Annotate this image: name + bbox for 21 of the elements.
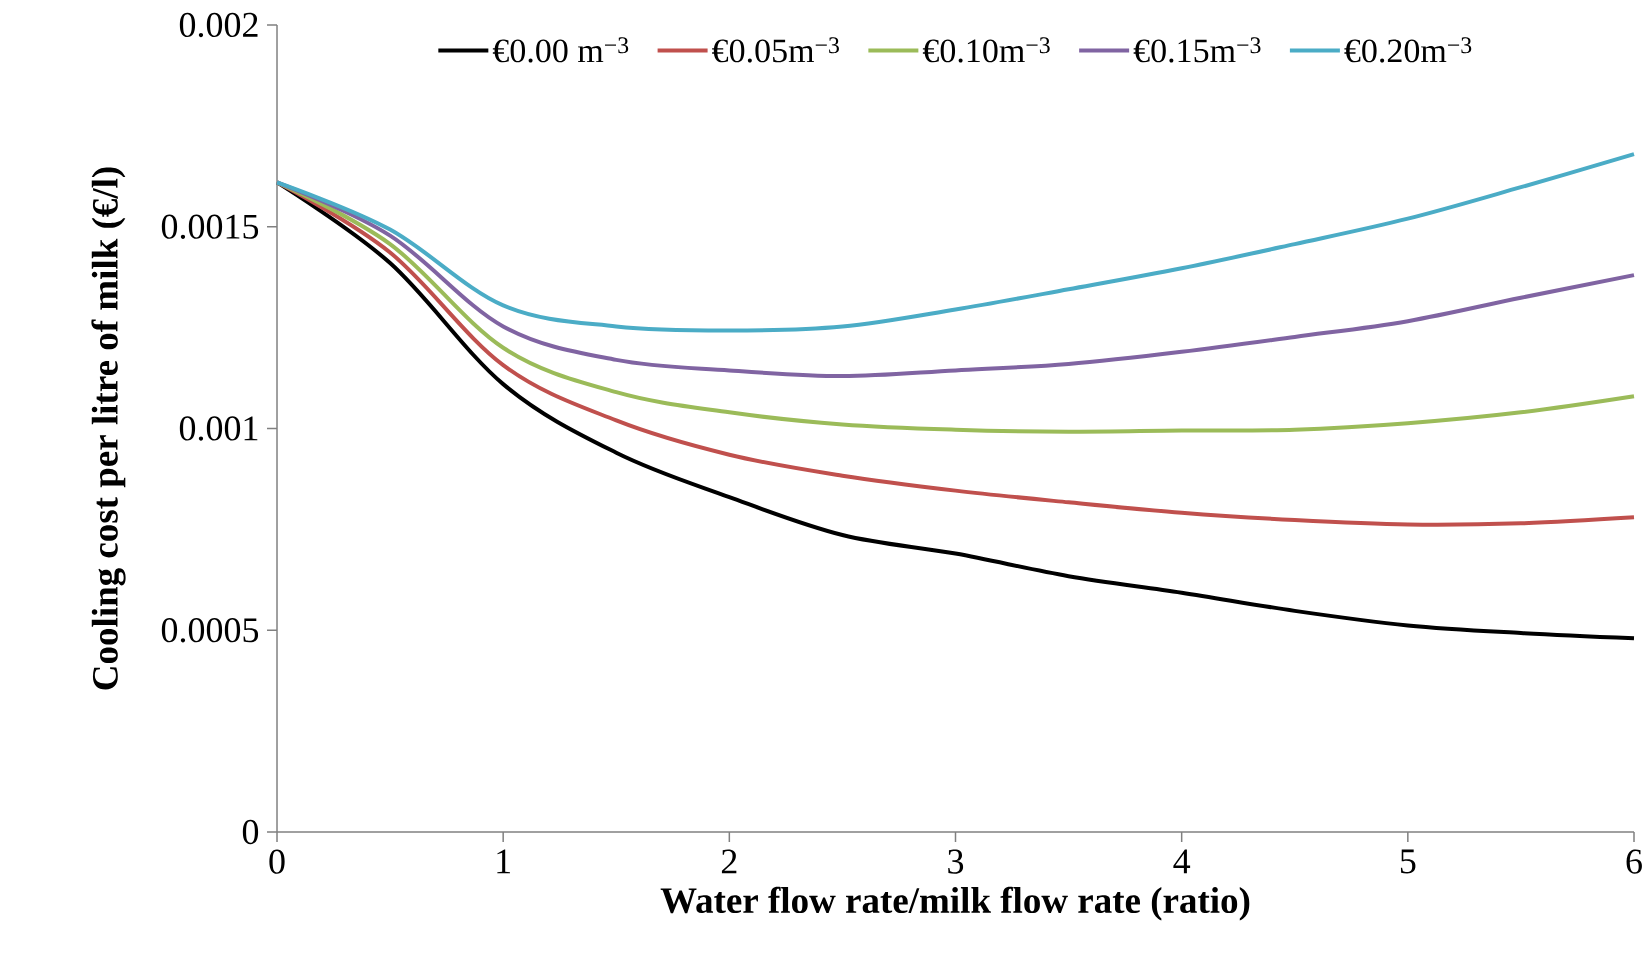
y-tick-label: 0.0015 bbox=[161, 214, 259, 239]
line-series bbox=[275, 152, 1636, 333]
legend-label: €0.00 m$^{−3}$ bbox=[492, 37, 629, 63]
legend-label: €0.15m$^{−3}$ bbox=[1133, 37, 1261, 63]
x-tick-label: 4 bbox=[1173, 849, 1191, 874]
line-series bbox=[275, 180, 1636, 434]
y-tick-label: 0.0005 bbox=[161, 618, 259, 643]
x-tick-label: 2 bbox=[721, 849, 737, 874]
legend-label: €0.20m$^{−3}$ bbox=[1344, 37, 1472, 63]
x-tick-label: 6 bbox=[1626, 849, 1642, 874]
legend-label: €0.05m$^{−3}$ bbox=[712, 37, 839, 63]
y-axis-title: Cooling cost per litre of milk (€/l) bbox=[91, 167, 126, 690]
y-tick-label: 0.001 bbox=[179, 416, 258, 441]
x-axis-title: Water flow rate/milk flow rate (ratio) bbox=[660, 886, 1250, 921]
x-tick-label: 5 bbox=[1400, 849, 1416, 874]
legend-label: €0.10m$^{−3}$ bbox=[922, 37, 1050, 63]
y-tick-label: 0 bbox=[242, 819, 259, 845]
x-tick-label: 3 bbox=[948, 849, 964, 874]
y-tick-label: 0.002 bbox=[179, 12, 258, 38]
x-tick-label: 1 bbox=[497, 849, 511, 874]
x-tick-label: 0 bbox=[269, 849, 285, 874]
